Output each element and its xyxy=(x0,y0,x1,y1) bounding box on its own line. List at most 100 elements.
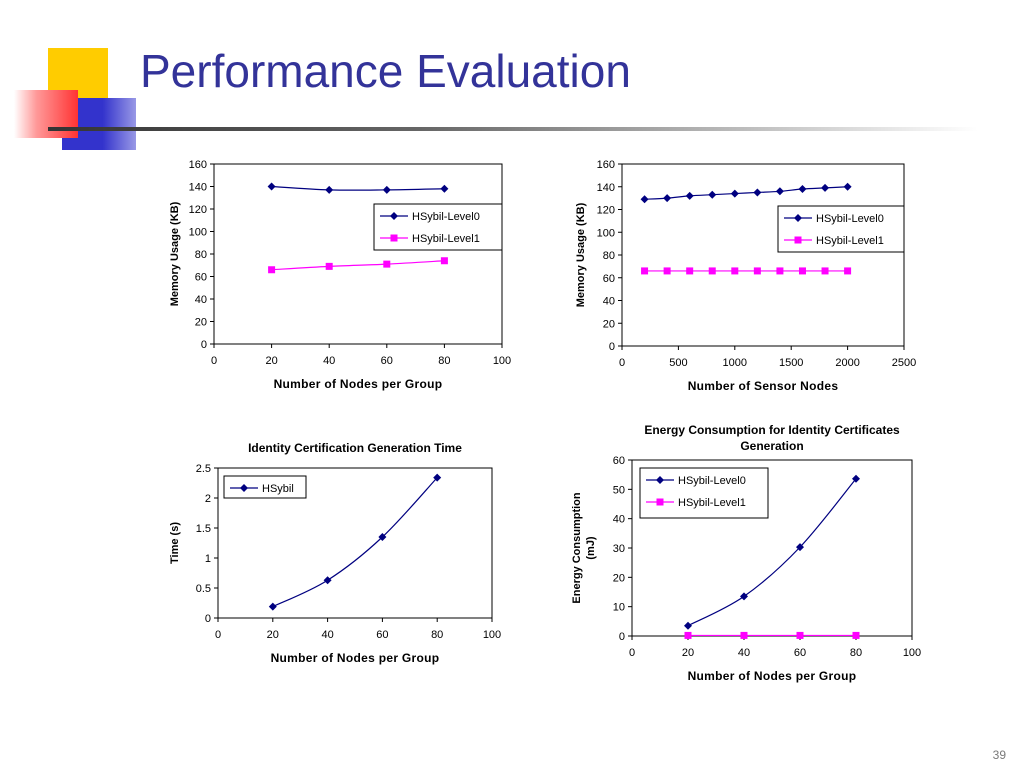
data-point-square xyxy=(776,267,784,275)
chart-legend: HSybil-Level0 HSybil-Level1 xyxy=(639,467,769,519)
legend-marker-diamond xyxy=(390,212,398,220)
data-point-square xyxy=(641,267,649,275)
energy-consumption-chart: Energy Consumption for Identity Certific… xyxy=(571,423,921,683)
data-point-diamond xyxy=(796,543,804,552)
x-tick-label: 20 xyxy=(682,647,694,659)
x-axis-label: Number of Sensor Nodes xyxy=(688,379,839,393)
legend-label: HSybil-Level0 xyxy=(412,211,480,223)
x-tick-label: 80 xyxy=(438,355,450,367)
slide-number: 39 xyxy=(992,748,1006,762)
y-tick-label: 0.5 xyxy=(196,583,211,595)
data-point-square xyxy=(325,262,333,270)
x-tick-label: 20 xyxy=(265,355,277,367)
legend-label: HSybil-Level0 xyxy=(816,213,884,225)
data-point-square xyxy=(796,631,804,639)
x-tick-label: 1000 xyxy=(723,357,747,369)
series-line-0 xyxy=(687,478,857,627)
y-tick-label: 40 xyxy=(603,296,615,308)
y-tick-label: 0 xyxy=(205,613,211,625)
series-line-1 xyxy=(271,260,445,271)
y-tick-label: 1.5 xyxy=(196,523,211,535)
y-tick-label: 2.5 xyxy=(196,463,211,475)
y-tick-label: 0 xyxy=(619,631,625,643)
data-point-square xyxy=(821,267,829,275)
x-tick-label: 40 xyxy=(321,629,333,641)
data-point-square xyxy=(708,267,716,275)
chart-title: Identity Certification Generation Time xyxy=(248,441,462,455)
y-axis-label: Memory Usage (KB) xyxy=(169,201,181,306)
x-tick-label: 1500 xyxy=(779,357,803,369)
memory-usage-sensor-chart: 0 20 40 60 80 100 120 140 160 0 500 1000 1500 2000 250… xyxy=(575,159,916,393)
series-line-0 xyxy=(271,185,445,191)
series-line-0 xyxy=(644,186,848,200)
data-point-diamond xyxy=(740,592,748,601)
memory-usage-group-chart: 0 20 40 60 80 100 120 140 160 0 20 40 60 80 100 Number … xyxy=(169,159,511,391)
y-tick-label: 140 xyxy=(597,182,615,194)
x-tick-label: 2500 xyxy=(892,357,916,369)
chart-legend: HSybil-Level0 HSybil-Level1 xyxy=(373,203,503,251)
y-tick-label: 100 xyxy=(189,227,207,239)
x-axis-label: Number of Nodes per Group xyxy=(274,377,443,391)
data-point-square xyxy=(844,267,852,275)
legend-box xyxy=(223,475,307,499)
x-tick-label: 500 xyxy=(669,357,687,369)
legend-marker-square xyxy=(390,234,398,242)
legend-marker-diamond xyxy=(656,476,664,484)
data-point-diamond xyxy=(663,194,672,203)
data-point-diamond xyxy=(798,185,807,194)
data-point-square xyxy=(686,267,694,275)
y-axis-label: Energy Consumption (mJ) xyxy=(571,492,597,604)
x-tick-label: 80 xyxy=(431,629,443,641)
chart-title-line: Energy Consumption for Identity Certific… xyxy=(644,423,900,437)
data-point-diamond xyxy=(268,602,277,611)
data-point-square xyxy=(798,267,806,275)
y-tick-label: 120 xyxy=(597,205,615,217)
data-point-diamond xyxy=(775,187,784,196)
data-point-diamond xyxy=(685,191,694,200)
data-point-diamond xyxy=(267,182,276,191)
x-tick-label: 100 xyxy=(903,647,921,659)
data-point-diamond xyxy=(821,183,830,192)
x-tick-label: 0 xyxy=(619,357,625,369)
y-tick-label: 60 xyxy=(613,455,625,467)
y-tick-label: 80 xyxy=(603,250,615,262)
y-tick-label: 0 xyxy=(201,339,207,351)
legend-box xyxy=(373,203,503,251)
y-tick-label: 0 xyxy=(609,341,615,353)
x-tick-label: 40 xyxy=(738,647,750,659)
y-tick-label: 60 xyxy=(195,272,207,284)
x-tick-label: 100 xyxy=(483,629,501,641)
y-tick-label: 80 xyxy=(195,249,207,261)
x-tick-label: 20 xyxy=(267,629,279,641)
legend-marker-square xyxy=(794,236,802,244)
x-tick-label: 0 xyxy=(215,629,221,641)
x-axis-label: Number of Nodes per Group xyxy=(688,669,857,683)
legend-label: HSybil-Level0 xyxy=(678,475,746,487)
legend-box xyxy=(639,467,769,519)
x-tick-label: 2000 xyxy=(835,357,859,369)
data-point-square xyxy=(852,631,860,639)
data-point-diamond xyxy=(640,195,649,204)
y-tick-label: 40 xyxy=(195,294,207,306)
data-point-diamond xyxy=(440,184,449,193)
y-tick-label: 60 xyxy=(603,273,615,285)
y-tick-label: 50 xyxy=(613,484,625,496)
y-axis-label: Memory Usage (KB) xyxy=(575,202,587,307)
y-tick-label: 20 xyxy=(195,317,207,329)
y-tick-label: 1 xyxy=(205,553,211,565)
data-point-square xyxy=(753,267,761,275)
legend-box xyxy=(777,205,905,253)
legend-label: HSybil xyxy=(262,483,294,495)
x-tick-label: 60 xyxy=(381,355,393,367)
y-tick-label: 40 xyxy=(613,514,625,526)
title-underline xyxy=(48,127,978,131)
y-tick-label: 10 xyxy=(613,602,625,614)
legend-label: HSybil-Level1 xyxy=(678,497,746,509)
certification-time-chart: Identity Certification Generation Time00… xyxy=(169,441,501,665)
data-point-square xyxy=(268,266,276,274)
x-tick-label: 60 xyxy=(794,647,806,659)
y-tick-label: 20 xyxy=(603,318,615,330)
data-point-diamond xyxy=(323,576,332,585)
plot-area xyxy=(213,163,503,345)
y-axis-label-line: (mJ) xyxy=(585,536,597,560)
